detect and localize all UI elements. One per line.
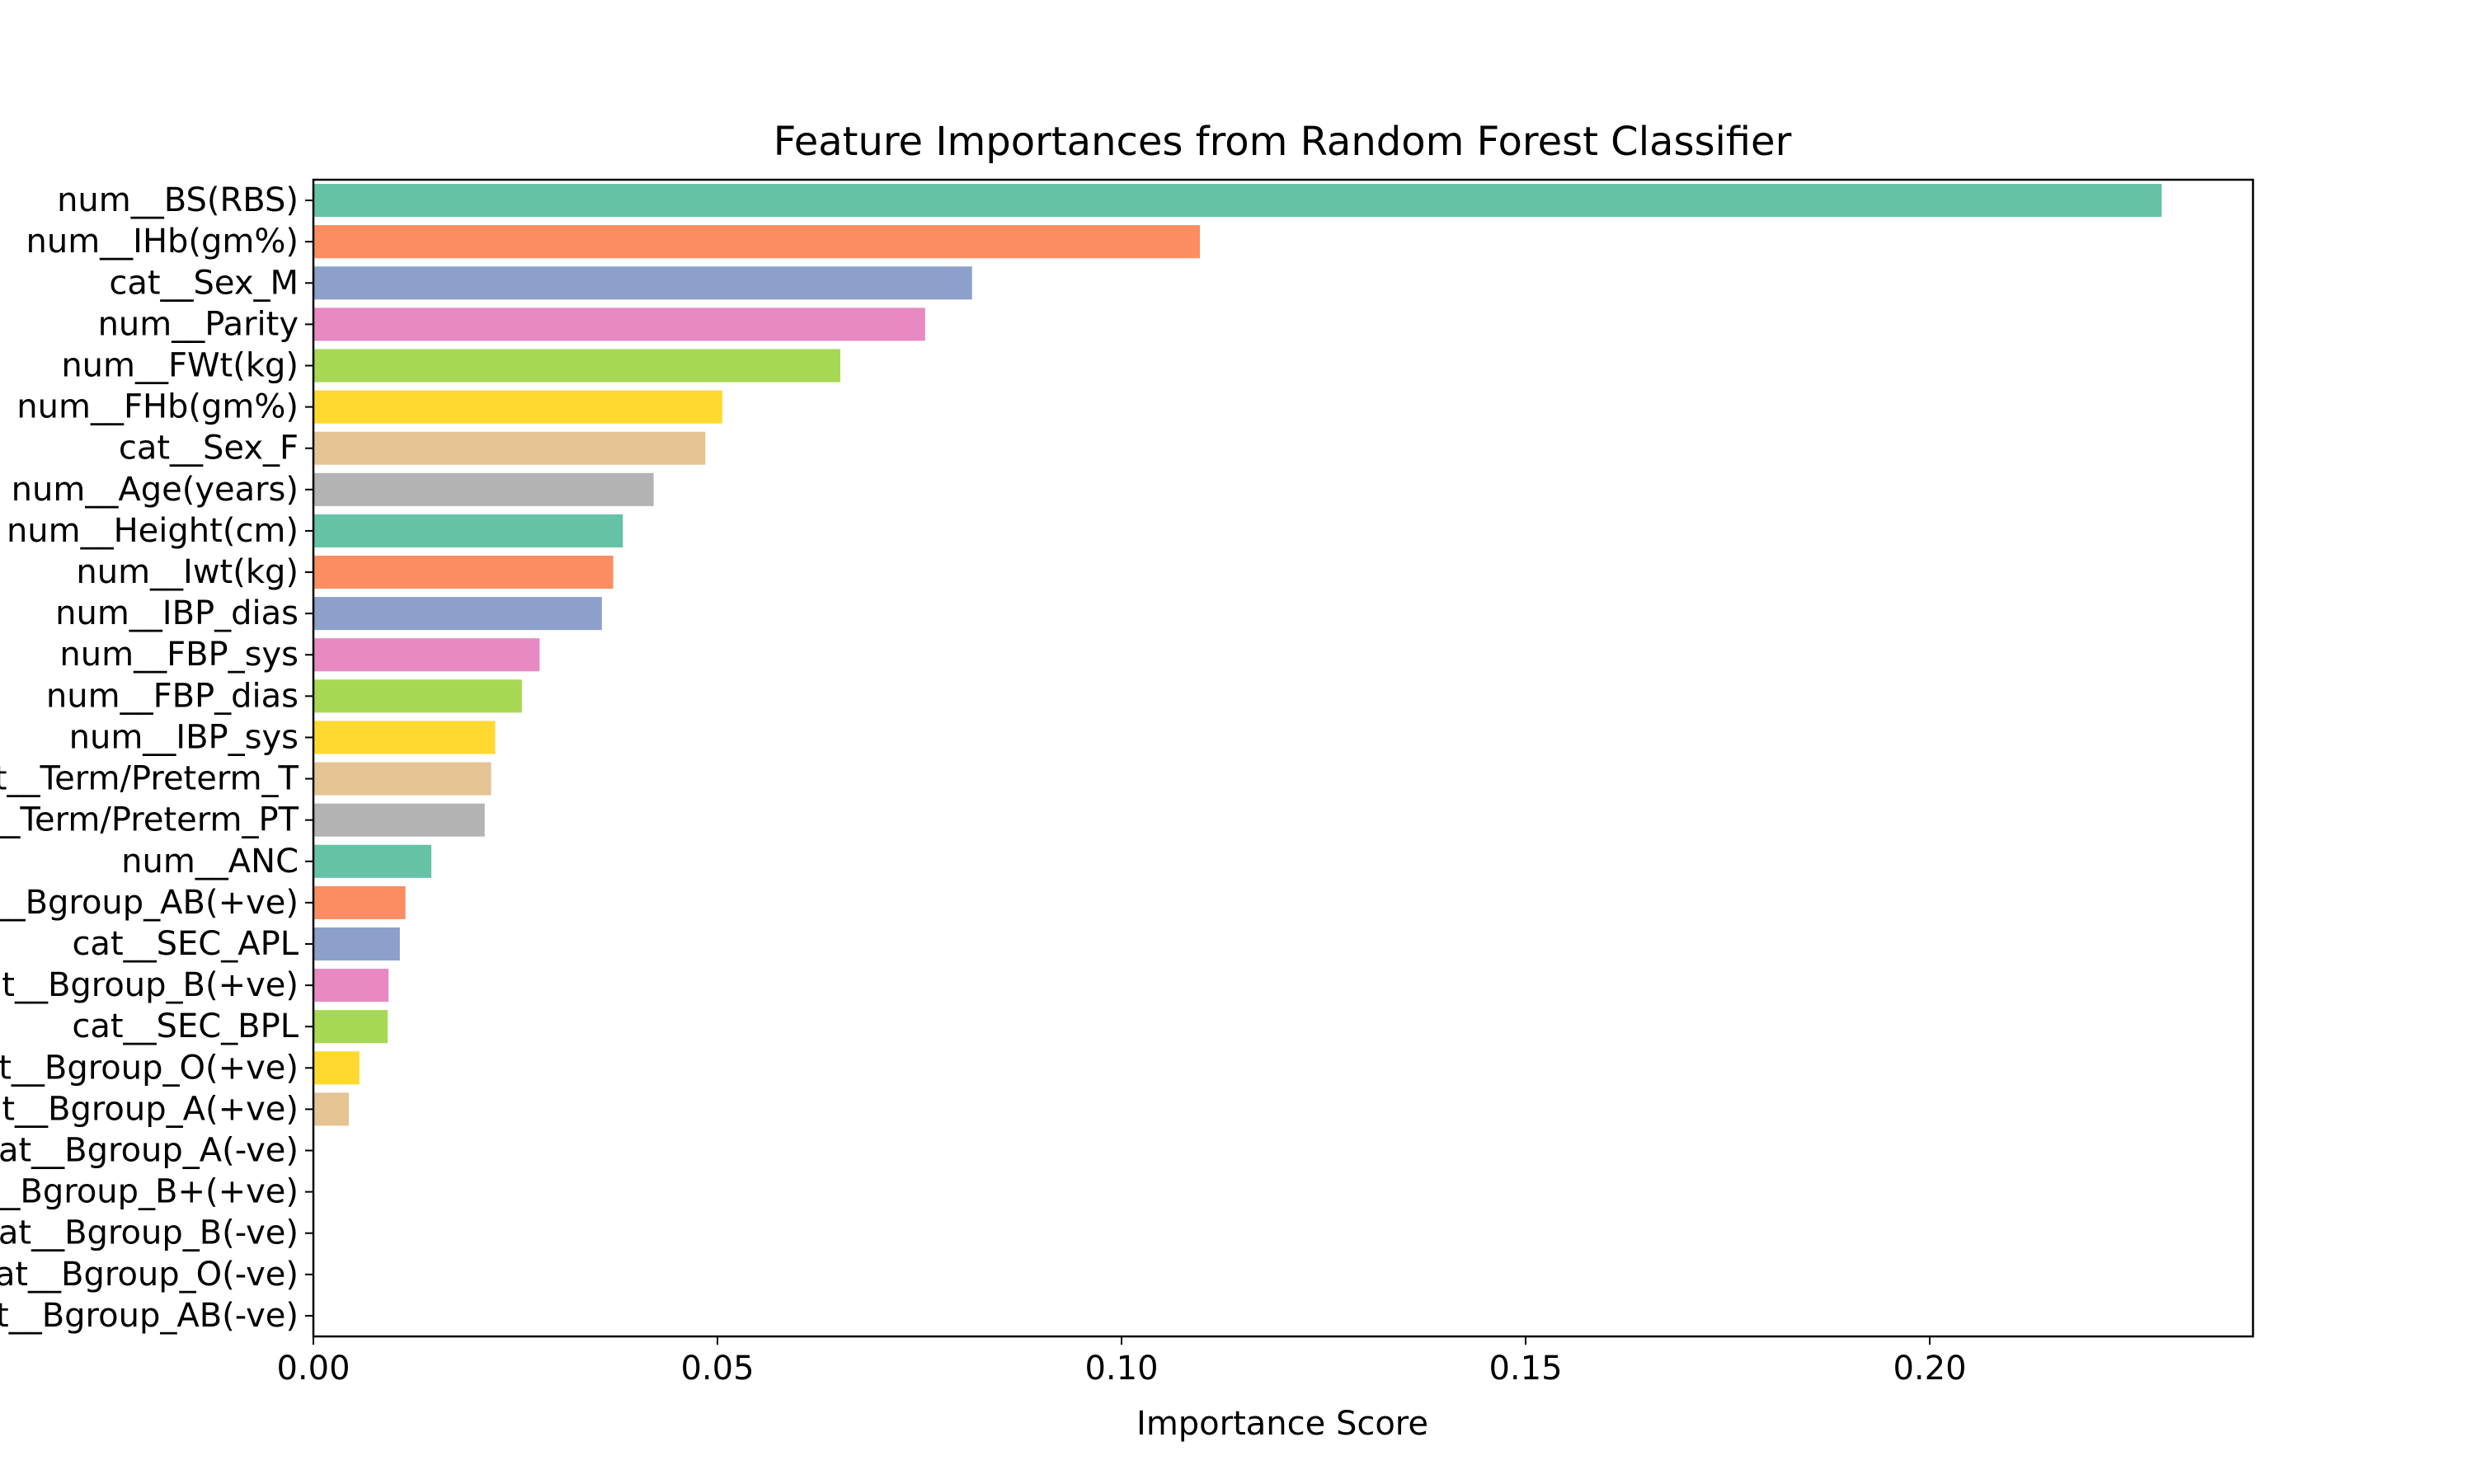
bar-8 — [313, 514, 623, 547]
y-tick-label: cat__Bgroup_A(-ve) — [0, 1132, 299, 1170]
y-tick-label: cat__Bgroup_AB(+ve) — [0, 884, 299, 922]
bar-22 — [313, 1092, 350, 1126]
y-tick-label: cat__SEC_APL — [72, 925, 299, 963]
x-tick-label: 0.20 — [1893, 1350, 1966, 1388]
y-tick-label: num__FHb(gm%) — [16, 388, 299, 426]
bar-6 — [313, 431, 706, 465]
bar-11 — [313, 638, 540, 672]
bar-7 — [313, 472, 654, 506]
bar-18 — [313, 927, 400, 961]
bar-0 — [313, 184, 2162, 218]
y-tick-label: cat__Bgroup_B+(+ve) — [0, 1173, 299, 1211]
y-tick-label: num__FBP_dias — [46, 677, 299, 715]
y-tick-labels: num__BS(RBS)num__IHb(gm%)cat__Sex_Mnum__… — [0, 181, 313, 1335]
y-tick-label: num__IBP_sys — [69, 718, 299, 756]
x-tick-label: 0.00 — [276, 1350, 350, 1388]
bar-17 — [313, 885, 406, 919]
bar-21 — [313, 1051, 360, 1085]
y-tick-label: num__FBP_sys — [59, 636, 299, 674]
y-tick-label: num__IBP_dias — [55, 594, 299, 632]
bar-14 — [313, 762, 492, 796]
x-tick-label: 0.10 — [1084, 1350, 1158, 1388]
y-tick-label: cat__Sex_F — [119, 430, 299, 467]
bar-12 — [313, 679, 522, 713]
bar-4 — [313, 349, 840, 383]
plot-area-frame — [312, 178, 2255, 1338]
y-tick-label: cat__Bgroup_AB(-ve) — [0, 1297, 299, 1335]
y-tick-label: cat__Bgroup_B(-ve) — [0, 1214, 299, 1252]
y-tick-label: num__Age(years) — [12, 471, 299, 509]
bar-2 — [313, 266, 972, 300]
y-tick-label: cat__Sex_M — [109, 264, 299, 302]
bar-3 — [313, 308, 925, 341]
y-tick-label: cat__Bgroup_O(+ve) — [0, 1049, 299, 1087]
bar-16 — [313, 844, 432, 878]
bars-group — [313, 184, 2162, 1126]
y-tick-label: num__Height(cm) — [7, 512, 299, 550]
y-tick-label: cat__Term/Preterm_T — [0, 760, 299, 798]
x-tick-label: 0.05 — [680, 1350, 754, 1388]
bar-5 — [313, 390, 722, 424]
y-tick-label: cat__Term/Preterm_PT — [0, 801, 299, 839]
y-tick-label: num__Parity — [98, 305, 299, 343]
y-tick-label: num__Iwt(kg) — [76, 553, 299, 591]
bar-1 — [313, 225, 1201, 259]
y-tick-label: cat__Bgroup_O(-ve) — [0, 1256, 299, 1294]
y-tick-label: cat__Bgroup_B(+ve) — [0, 966, 299, 1004]
x-tick-label: 0.15 — [1489, 1350, 1562, 1388]
bar-9 — [313, 555, 614, 589]
y-tick-label: num__FWt(kg) — [61, 346, 299, 384]
x-axis-label: Importance Score — [1136, 1405, 1428, 1443]
bar-19 — [313, 969, 389, 1003]
y-tick-label: num__IHb(gm%) — [26, 223, 299, 261]
y-tick-label: cat__Bgroup_A(+ve) — [0, 1090, 299, 1128]
y-tick-label: cat__SEC_BPL — [72, 1007, 299, 1045]
bar-20 — [313, 1010, 388, 1044]
y-tick-label: num__BS(RBS) — [57, 181, 299, 219]
chart-title: Feature Importances from Random Forest C… — [774, 119, 1792, 165]
bar-15 — [313, 803, 485, 837]
x-ticks: 0.00 0.05 0.10 0.15 0.20 — [276, 1336, 1967, 1388]
bar-10 — [313, 597, 602, 631]
y-tick-label: num__ANC — [121, 843, 299, 881]
bar-13 — [313, 721, 496, 754]
